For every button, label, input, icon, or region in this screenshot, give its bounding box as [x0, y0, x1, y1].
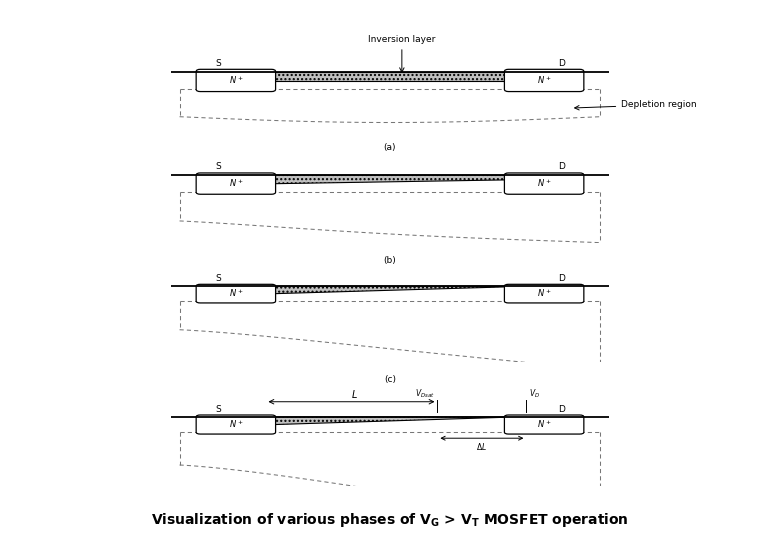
Polygon shape: [271, 286, 509, 294]
Polygon shape: [271, 72, 509, 80]
Text: $V_{Dsat}$: $V_{Dsat}$: [415, 387, 434, 400]
Text: S: S: [215, 274, 221, 283]
Text: D: D: [558, 404, 566, 414]
Text: $L$: $L$: [351, 388, 358, 400]
FancyBboxPatch shape: [196, 69, 275, 92]
FancyBboxPatch shape: [505, 69, 584, 92]
FancyBboxPatch shape: [196, 415, 275, 434]
Text: S: S: [215, 163, 221, 171]
Polygon shape: [271, 175, 509, 184]
Text: D: D: [558, 163, 566, 171]
Text: $N^+$: $N^+$: [537, 418, 551, 430]
Text: (b): (b): [384, 256, 396, 265]
FancyBboxPatch shape: [196, 173, 275, 194]
FancyBboxPatch shape: [505, 284, 584, 303]
FancyBboxPatch shape: [505, 173, 584, 194]
Text: D: D: [558, 274, 566, 283]
Text: S: S: [215, 404, 221, 414]
Text: $N^+$: $N^+$: [537, 178, 551, 190]
Text: (a): (a): [384, 143, 396, 152]
Text: (c): (c): [384, 375, 396, 384]
FancyBboxPatch shape: [505, 415, 584, 434]
Text: Inversion layer: Inversion layer: [368, 35, 435, 72]
Text: $V_D$: $V_D$: [530, 387, 541, 400]
Text: $N^+$: $N^+$: [229, 418, 243, 430]
Text: $\Delta L$: $\Delta L$: [477, 441, 488, 452]
Text: $N^+$: $N^+$: [229, 75, 243, 86]
Text: $N^+$: $N^+$: [229, 178, 243, 190]
FancyBboxPatch shape: [196, 284, 275, 303]
Text: $N^+$: $N^+$: [537, 75, 551, 86]
Text: $N^+$: $N^+$: [537, 288, 551, 300]
Text: Visualization of various phases of $\mathbf{V_G}$ > $\mathbf{V_T}$ MOSFET operat: Visualization of various phases of $\mat…: [151, 511, 629, 529]
Text: Depletion region: Depletion region: [575, 100, 697, 110]
Text: $N^+$: $N^+$: [229, 288, 243, 300]
Text: S: S: [215, 59, 221, 68]
Polygon shape: [271, 417, 509, 424]
Text: D: D: [558, 59, 566, 68]
